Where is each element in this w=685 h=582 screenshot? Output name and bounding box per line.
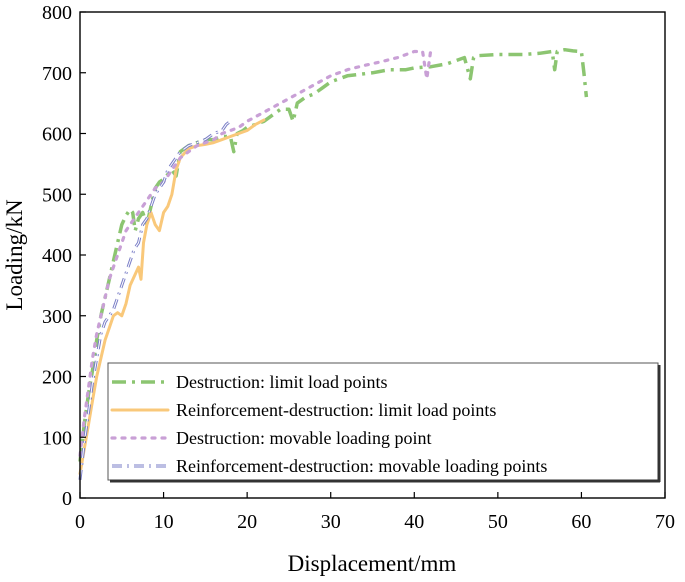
series-3 [78, 46, 433, 458]
x-tick-label: 20 [237, 511, 257, 533]
x-tick-label: 50 [488, 511, 508, 533]
x-tick-label: 0 [75, 511, 85, 533]
y-tick-label: 100 [42, 427, 72, 449]
legend: Destruction: limit load points Reinforcem… [107, 362, 661, 483]
series-4 [78, 120, 232, 480]
y-tick-label: 400 [42, 245, 72, 267]
legend-label: Destruction: movable loading point [176, 428, 431, 448]
x-tick-label: 30 [321, 511, 341, 533]
series-2 [78, 118, 266, 476]
x-tick-label: 70 [655, 511, 675, 533]
y-tick-label: 300 [42, 306, 72, 328]
y-tick-label: 200 [42, 367, 72, 389]
x-tick-label: 10 [154, 511, 174, 533]
y-tick-label: 500 [42, 184, 72, 206]
series-line [78, 47, 589, 462]
legend-label: Destruction: limit load points [176, 372, 387, 392]
plot-lines [78, 46, 589, 480]
legend-label: Reinforcement-destruction: limit load po… [176, 400, 496, 420]
y-tick-label: 600 [42, 124, 72, 146]
series-line-inner [79, 120, 231, 480]
series-line [78, 46, 433, 458]
x-axis-title: Displacement/mm [288, 551, 457, 576]
series-line [78, 118, 266, 476]
legend-label: Reinforcement-destruction: movable loadi… [176, 456, 547, 476]
x-tick-label: 60 [571, 511, 591, 533]
x-tick-label: 40 [404, 511, 424, 533]
y-tick-label: 0 [62, 488, 72, 510]
y-tick-label: 800 [42, 2, 72, 24]
legend-box [107, 362, 659, 481]
y-axis-title: Loading/kN [2, 199, 27, 311]
y-tick-label: 700 [42, 63, 72, 85]
series-1 [78, 47, 589, 462]
axis-ticks [79, 11, 666, 499]
